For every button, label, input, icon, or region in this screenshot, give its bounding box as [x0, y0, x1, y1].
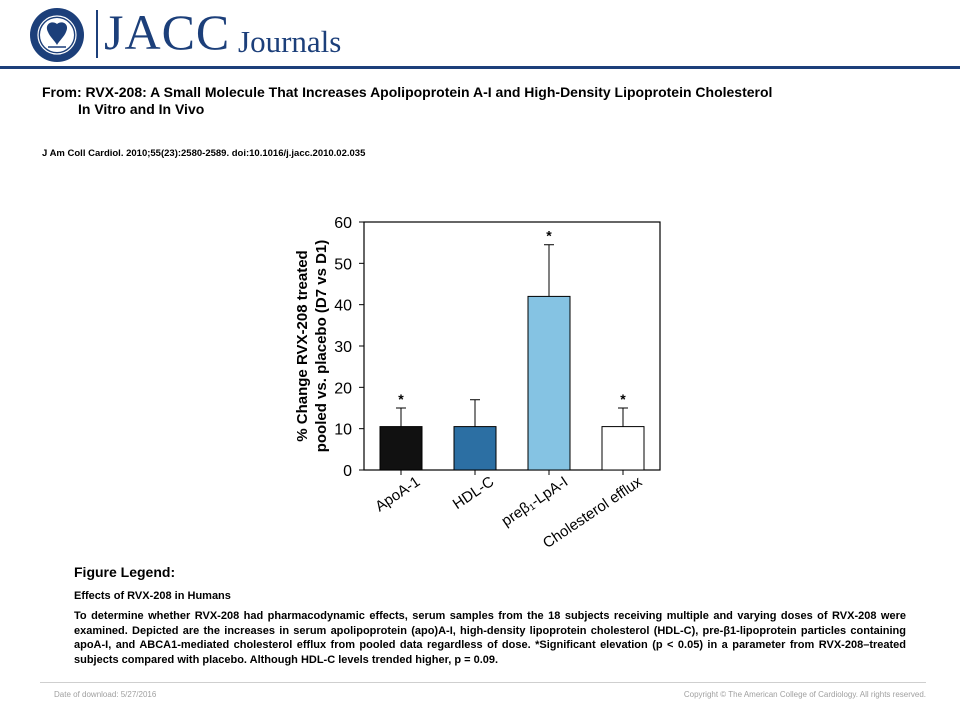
figure-legend-heading: Figure Legend: [74, 564, 176, 580]
logo-separator [96, 10, 98, 58]
x-category-label: ApoA-1 [372, 473, 423, 515]
acc-seal-logo [30, 8, 84, 62]
y-tick-label: 60 [334, 215, 352, 232]
y-axis-label-line2: pooled vs. placebo (D7 vs D1) [313, 240, 330, 453]
figure-legend-subtitle: Effects of RVX-208 in Humans [74, 590, 231, 602]
x-category-label: HDL-C [450, 473, 498, 513]
bar [453, 426, 497, 471]
y-tick-label: 20 [334, 380, 352, 397]
y-tick-label: 30 [334, 339, 352, 356]
article-title-line1: From: RVX-208: A Small Molecule That Inc… [42, 84, 773, 100]
x-category-label: preβ₁-LpA-I [499, 473, 572, 530]
jacc-logo-text: JACC [104, 4, 231, 60]
citation: J Am Coll Cardiol. 2010;55(23):2580-2589… [42, 148, 366, 159]
significance-marker: * [546, 228, 552, 244]
figure-legend-body: To determine whether RVX-208 had pharmac… [74, 610, 906, 666]
article-title: From: RVX-208: A Small Molecule That Inc… [42, 84, 902, 118]
bar [601, 426, 645, 471]
header: JACC Journals [0, 0, 960, 69]
article-title-line2: In Vitro and In Vivo [78, 101, 205, 117]
bar [527, 295, 571, 471]
bar-chart: 0 10 20 30 40 50 60 * * * ApoA-1 HDL-C preβ₁-LpA-I… [294, 215, 661, 550]
significance-marker: * [398, 391, 404, 407]
significance-marker: * [620, 391, 626, 407]
y-tick-label: 50 [334, 256, 352, 273]
footer-divider [40, 682, 926, 683]
header-divider [0, 66, 960, 69]
copyright-notice: Copyright © The American College of Card… [683, 690, 926, 699]
y-tick-label: 10 [334, 422, 352, 439]
download-date: Date of download: 5/27/2016 [54, 690, 157, 699]
y-tick-label: 0 [343, 463, 352, 480]
journals-logo-text: Journals [238, 24, 342, 59]
y-tick-label: 40 [334, 298, 352, 315]
bar [379, 426, 423, 471]
y-axis-label-line1: % Change RVX-208 treated [294, 250, 311, 441]
